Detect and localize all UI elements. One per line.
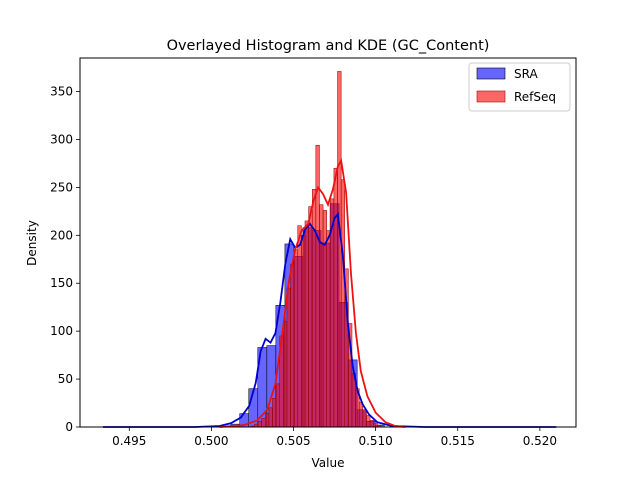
sra-kde-line	[102, 212, 557, 428]
refseq-bar-3	[261, 418, 266, 428]
refseq-bar-6	[272, 397, 277, 428]
refseq-bar-16	[308, 206, 313, 428]
refseq-bar-12	[293, 249, 299, 428]
y-tick-label: 0	[65, 420, 73, 434]
y-tick-label: 250	[50, 180, 73, 194]
refseq-bar-23	[333, 167, 338, 428]
refseq-bar-34	[373, 422, 378, 428]
x-tick-label: 0.515	[441, 434, 475, 448]
y-tick-label: 300	[50, 132, 73, 146]
refseq-bar-30	[358, 401, 364, 428]
y-axis-label: Density	[25, 220, 39, 266]
refseq-bar-7	[275, 383, 280, 428]
refseq-bar-14	[301, 235, 306, 428]
refseq-bar-31	[362, 409, 367, 428]
y-axis-ticks: 0 50 100 150 200 250 300 350	[50, 85, 80, 434]
refseq-bar-32	[366, 415, 371, 428]
legend-swatch-sra	[476, 67, 506, 80]
refseq-bar-10	[286, 287, 291, 428]
refseq-bar-25	[340, 179, 346, 428]
legend-label-sra: SRA	[514, 67, 538, 81]
refseq-bar-15	[304, 220, 309, 428]
x-axis-ticks: 0.495 0.500 0.505 0.510 0.515 0.520	[112, 427, 557, 448]
x-tick-label: 0.520	[523, 434, 557, 448]
x-axis-label: Value	[312, 456, 345, 470]
legend-swatch-refseq	[476, 90, 506, 103]
x-tick-label: 0.510	[358, 434, 392, 448]
refseq-kde-line	[219, 157, 406, 428]
refseq-bar-17	[311, 189, 317, 428]
refseq-bar-21	[326, 230, 331, 428]
refseq-bar-33	[369, 420, 374, 428]
refseq-bar-19	[319, 204, 324, 428]
refseq-bar-9	[283, 321, 288, 428]
y-tick-label: 350	[50, 85, 73, 99]
legend-label-refseq: RefSeq	[514, 90, 556, 104]
y-tick-label: 200	[50, 228, 73, 242]
refseq-bar-4	[265, 413, 270, 428]
refseq-bar-5	[268, 407, 273, 428]
refseq-bar-2	[257, 420, 262, 428]
plot-area	[79, 57, 577, 428]
legend: SRA RefSeq	[468, 62, 571, 112]
refseq-bar-13	[297, 225, 302, 428]
refseq-bar-24	[337, 71, 342, 428]
x-tick-label: 0.505	[276, 434, 310, 448]
y-tick-label: 150	[50, 276, 73, 290]
y-tick-label: 50	[58, 372, 73, 386]
chart-title: Overlayed Histogram and KDE (GC_Content)	[167, 38, 490, 54]
x-tick-label: 0.500	[194, 434, 228, 448]
x-tick-label: 0.495	[112, 434, 146, 448]
axes-frame	[79, 57, 577, 428]
refseq-bar-11	[290, 263, 295, 428]
y-tick-label: 100	[50, 324, 73, 338]
